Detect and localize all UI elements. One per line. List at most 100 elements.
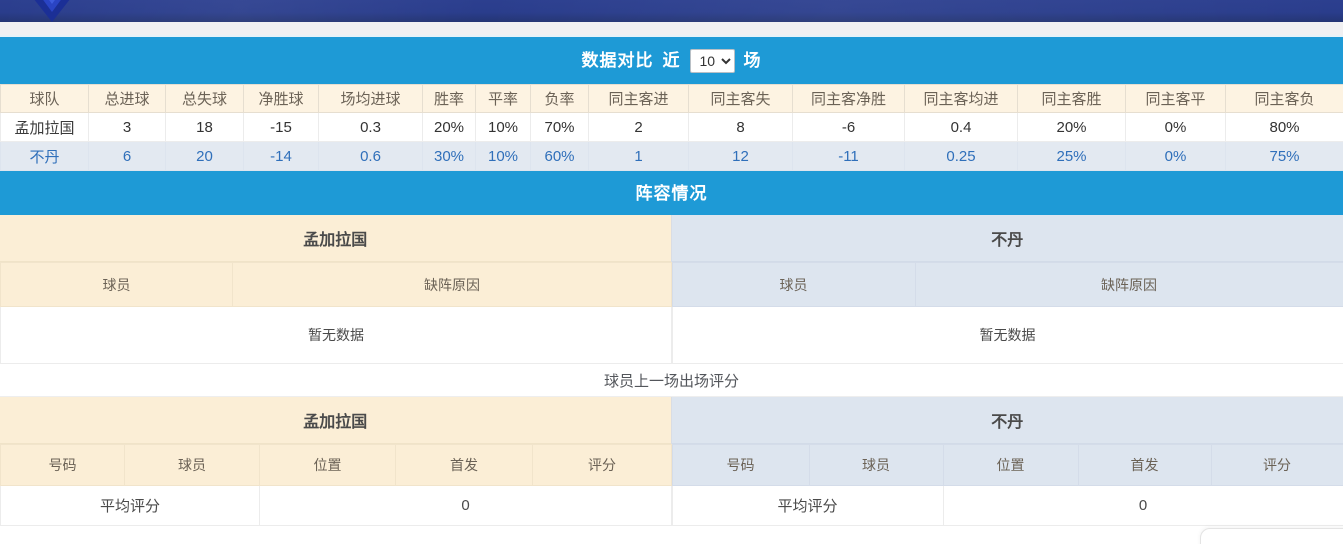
lineup-empty-row-right: 暂无数据 (671, 306, 1343, 364)
column-header-5: 胜率 (422, 84, 476, 113)
lineup-pane-left: 孟加拉国 球员 缺阵原因 暂无数据 (0, 215, 672, 364)
ratings-col-right-4: 评分 (1210, 444, 1343, 486)
stat-cell: -15 (243, 112, 319, 142)
page-gap-accent (0, 35, 1343, 37)
ratings-team-right: 不丹 (671, 397, 1343, 444)
stat-cell: 8 (688, 112, 793, 142)
ratings-col-right-0: 号码 (671, 444, 810, 486)
stat-cell: 0.4 (904, 112, 1018, 142)
lineup-col-right-1: 缺阵原因 (914, 262, 1343, 307)
stat-cell: -14 (243, 141, 319, 171)
column-header-6: 平率 (475, 84, 531, 113)
ratings-average-row-right: 平均评分 0 (671, 485, 1343, 526)
matches-label: 场 (743, 51, 762, 70)
ratings-col-left-1: 球员 (124, 444, 260, 486)
ratings-table-right: 号码 球员 位置 首发 评分 平均评分 0 (671, 444, 1343, 526)
lineup-col-left-1: 缺阵原因 (232, 262, 672, 307)
lineup-title-bar: 阵容情况 (0, 171, 1343, 215)
stat-cell: 3 (88, 112, 166, 142)
column-header-14: 同主客负 (1225, 84, 1343, 113)
stat-cell: 18 (165, 112, 244, 142)
stat-cell: 25% (1017, 141, 1126, 171)
shield-crest-icon (34, 0, 70, 22)
column-header-3: 净胜球 (243, 84, 319, 113)
ratings-split: 孟加拉国 号码 球员 位置 首发 评分 平均评分 0 不丹 (0, 397, 1343, 526)
stat-cell: 0% (1125, 141, 1226, 171)
table-row: 不丹 6 20 -14 0.6 30% 10% 60% 1 12 -11 0.25 25% 0% 75% (0, 141, 1343, 171)
data-compare-header-row: 球队 总进球 总失球 净胜球 场均进球 胜率 平率 负率 同主客进 同主客失 同主客净胜 同主客均进同… (0, 84, 1343, 113)
ratings-col-left-0: 号码 (0, 444, 125, 486)
column-header-4: 场均进球 (318, 84, 423, 113)
floating-widget[interactable] (1200, 528, 1343, 544)
stat-cell: 10% (475, 141, 531, 171)
ratings-col-right-2: 位置 (942, 444, 1079, 486)
lineup-col-right-0: 球员 (671, 262, 916, 307)
column-header-2: 总失球 (165, 84, 244, 113)
ratings-team-left: 孟加拉国 (0, 397, 671, 444)
lineup-header-row-right: 球员 缺阵原因 (671, 262, 1343, 307)
ratings-pane-right: 不丹 号码 球员 位置 首发 评分 平均评分 0 (671, 397, 1343, 526)
lineup-pane-right: 不丹 球员 缺阵原因 暂无数据 (671, 215, 1343, 364)
ratings-col-left-2: 位置 (259, 444, 396, 486)
stat-cell: 1 (588, 141, 689, 171)
lineup-empty-right: 暂无数据 (671, 306, 1343, 364)
column-header-0: 球队 (0, 84, 89, 113)
stat-cell: 2 (588, 112, 689, 142)
stat-cell: 0% (1125, 112, 1226, 142)
ratings-average-label-left: 平均评分 (0, 485, 260, 526)
column-header-7: 负率 (530, 84, 589, 113)
data-compare-table: 球队 总进球 总失球 净胜球 场均进球 胜率 平率 负率 同主客进 同主客失 同主客净胜 同主客均进同… (0, 84, 1343, 171)
stat-cell: -6 (792, 112, 905, 142)
lineup-table-left: 球员 缺阵原因 暂无数据 (0, 262, 672, 364)
stat-cell: 70% (530, 112, 589, 142)
column-header-12: 同主客胜 (1017, 84, 1126, 113)
column-header-1: 总进球 (88, 84, 166, 113)
ratings-average-value-left: 0 (259, 485, 672, 526)
ratings-header-row-right: 号码 球员 位置 首发 评分 (671, 444, 1343, 486)
stat-cell: 20% (422, 112, 476, 142)
stat-cell: 12 (688, 141, 793, 171)
column-header-10: 同主客净胜 (792, 84, 905, 113)
page-gap (0, 22, 1343, 35)
data-compare-title: 数据对比 (581, 51, 654, 70)
stat-cell: 20 (165, 141, 244, 171)
lineup-header-row-left: 球员 缺阵原因 (0, 262, 672, 307)
lineup-empty-row-left: 暂无数据 (0, 306, 672, 364)
ratings-col-right-3: 首发 (1077, 444, 1212, 486)
stat-cell: 0.25 (904, 141, 1018, 171)
stat-cell: 0.3 (318, 112, 423, 142)
stat-cell: 0.6 (318, 141, 423, 171)
column-header-9: 同主客失 (688, 84, 793, 113)
data-compare-title-bar: 数据对比 近 51020 场 (0, 37, 1343, 84)
lineup-team-left: 孟加拉国 (0, 215, 671, 262)
team-name-cell: 不丹 (0, 141, 89, 171)
column-header-13: 同主客平 (1125, 84, 1226, 113)
table-row: 孟加拉国 3 18 -15 0.3 20% 10% 70% 2 8 -6 0.4 20% 0% 80% (0, 112, 1343, 142)
column-header-8: 同主客进 (588, 84, 689, 113)
stat-cell: 20% (1017, 112, 1126, 142)
ratings-table-left: 号码 球员 位置 首发 评分 平均评分 0 (0, 444, 672, 526)
stat-cell: 80% (1225, 112, 1343, 142)
stat-cell: 30% (422, 141, 476, 171)
column-header-11: 同主客均进 (904, 84, 1018, 113)
ratings-average-row-left: 平均评分 0 (0, 485, 672, 526)
ratings-average-value-right: 0 (942, 485, 1343, 526)
lineup-col-left-0: 球员 (0, 262, 233, 307)
lineup-team-right: 不丹 (671, 215, 1343, 262)
stat-cell: 75% (1225, 141, 1343, 171)
lineup-title: 阵容情况 (635, 183, 708, 203)
banner-sheen (0, 0, 1343, 22)
ratings-average-label-right: 平均评分 (671, 485, 944, 526)
stat-cell: -11 (792, 141, 905, 171)
stat-cell: 6 (88, 141, 166, 171)
ratings-caption: 球员上一场出场评分 (0, 364, 1343, 397)
ratings-col-left-3: 首发 (395, 444, 533, 486)
ratings-pane-left: 孟加拉国 号码 球员 位置 首发 评分 平均评分 0 (0, 397, 672, 526)
ratings-col-left-4: 评分 (532, 444, 672, 486)
recent-matches-select[interactable]: 51020 (689, 48, 735, 73)
lineup-table-right: 球员 缺阵原因 暂无数据 (671, 262, 1343, 364)
stat-cell: 10% (475, 112, 531, 142)
ratings-header-row-left: 号码 球员 位置 首发 评分 (0, 444, 672, 486)
lineup-split: 孟加拉国 球员 缺阵原因 暂无数据 不丹 球员 缺阵原因 暂无数据 (0, 215, 1343, 364)
